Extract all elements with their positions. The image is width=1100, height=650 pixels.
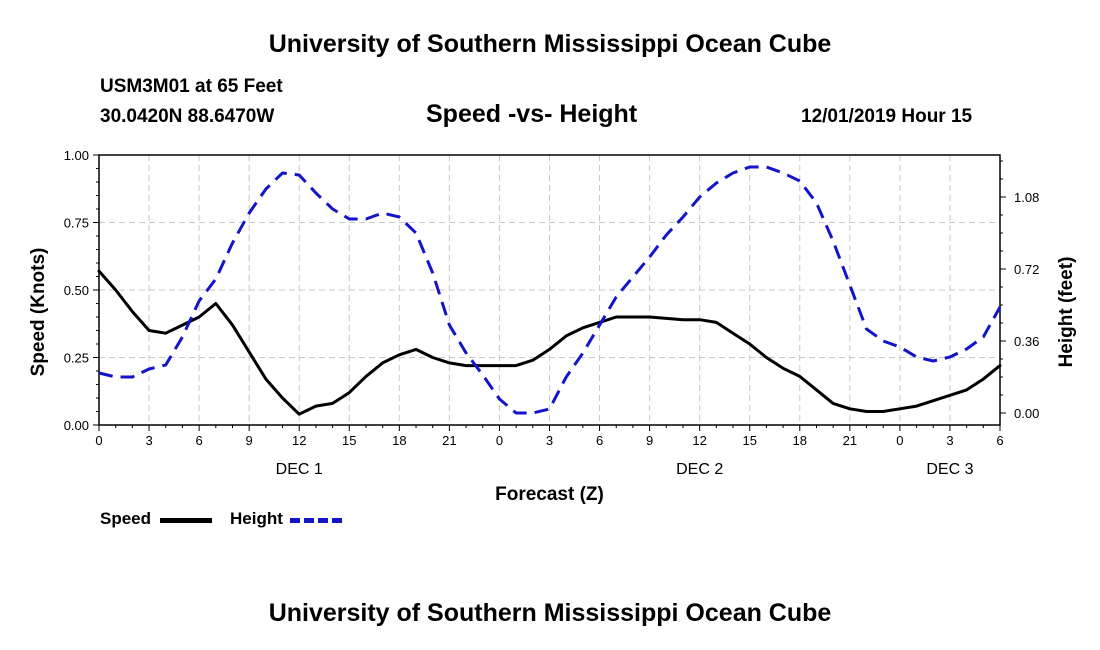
y-tick-label: 1.00 bbox=[64, 148, 89, 163]
day-label: DEC 3 bbox=[926, 461, 973, 478]
x-tick-label: 0 bbox=[496, 433, 503, 448]
y-tick-label: 0.75 bbox=[64, 216, 89, 231]
speed-series-line bbox=[97, 269, 1002, 416]
x-tick-label: 6 bbox=[996, 433, 1003, 448]
legend-speed-swatch bbox=[160, 518, 212, 523]
x-tick-label: 18 bbox=[392, 433, 406, 448]
x-tick-label: 21 bbox=[442, 433, 456, 448]
station-name: USM3M01 at 65 Feet bbox=[100, 76, 283, 97]
y-tick-label: 0.50 bbox=[64, 283, 89, 298]
y2-tick-label: 1.08 bbox=[1014, 190, 1039, 205]
chart-title: Speed -vs- Height bbox=[426, 100, 638, 128]
x-tick-label: 15 bbox=[342, 433, 356, 448]
x-tick-label: 9 bbox=[246, 433, 253, 448]
y2-axis-title: Height (feet) bbox=[1056, 257, 1077, 368]
x-tick-label: 3 bbox=[546, 433, 553, 448]
forecast-time: 12/01/2019 Hour 15 bbox=[801, 106, 973, 127]
x-tick-label: 18 bbox=[793, 433, 807, 448]
legend-speed-label: Speed bbox=[100, 509, 152, 528]
legend-height-label: Height bbox=[230, 509, 283, 528]
x-tick-label: 15 bbox=[742, 433, 756, 448]
y-tick-label: 0.00 bbox=[64, 418, 89, 433]
plot-frame bbox=[98, 154, 1001, 426]
x-tick-label: 0 bbox=[95, 433, 102, 448]
y-tick-label: 0.25 bbox=[64, 351, 89, 366]
x-tick-label: 21 bbox=[843, 433, 857, 448]
y2-tick-label: 0.36 bbox=[1014, 334, 1039, 349]
x-axis-title: Forecast (Z) bbox=[495, 484, 604, 505]
y2-tick-label: 0.00 bbox=[1014, 406, 1039, 421]
x-tick-label: 12 bbox=[292, 433, 306, 448]
top-title: University of Southern Mississippi Ocean… bbox=[268, 30, 832, 58]
x-tick-label: 6 bbox=[195, 433, 202, 448]
x-tick-label: 6 bbox=[596, 433, 603, 448]
x-tick-label: 9 bbox=[646, 433, 653, 448]
bottom-title: University of Southern Mississippi Ocean… bbox=[268, 599, 832, 627]
station-coords: 30.0420N 88.6470W bbox=[100, 106, 275, 127]
x-tick-label: 12 bbox=[692, 433, 706, 448]
day-label: DEC 2 bbox=[676, 461, 723, 478]
y-axis-title: Speed (Knots) bbox=[28, 248, 49, 377]
day-label: DEC 1 bbox=[276, 461, 323, 478]
legend-height-swatch bbox=[290, 518, 342, 523]
x-tick-label: 3 bbox=[145, 433, 152, 448]
y2-tick-label: 0.72 bbox=[1014, 262, 1039, 277]
x-tick-label: 3 bbox=[946, 433, 953, 448]
height-series-line bbox=[98, 165, 1002, 415]
x-tick-label: 0 bbox=[896, 433, 903, 448]
